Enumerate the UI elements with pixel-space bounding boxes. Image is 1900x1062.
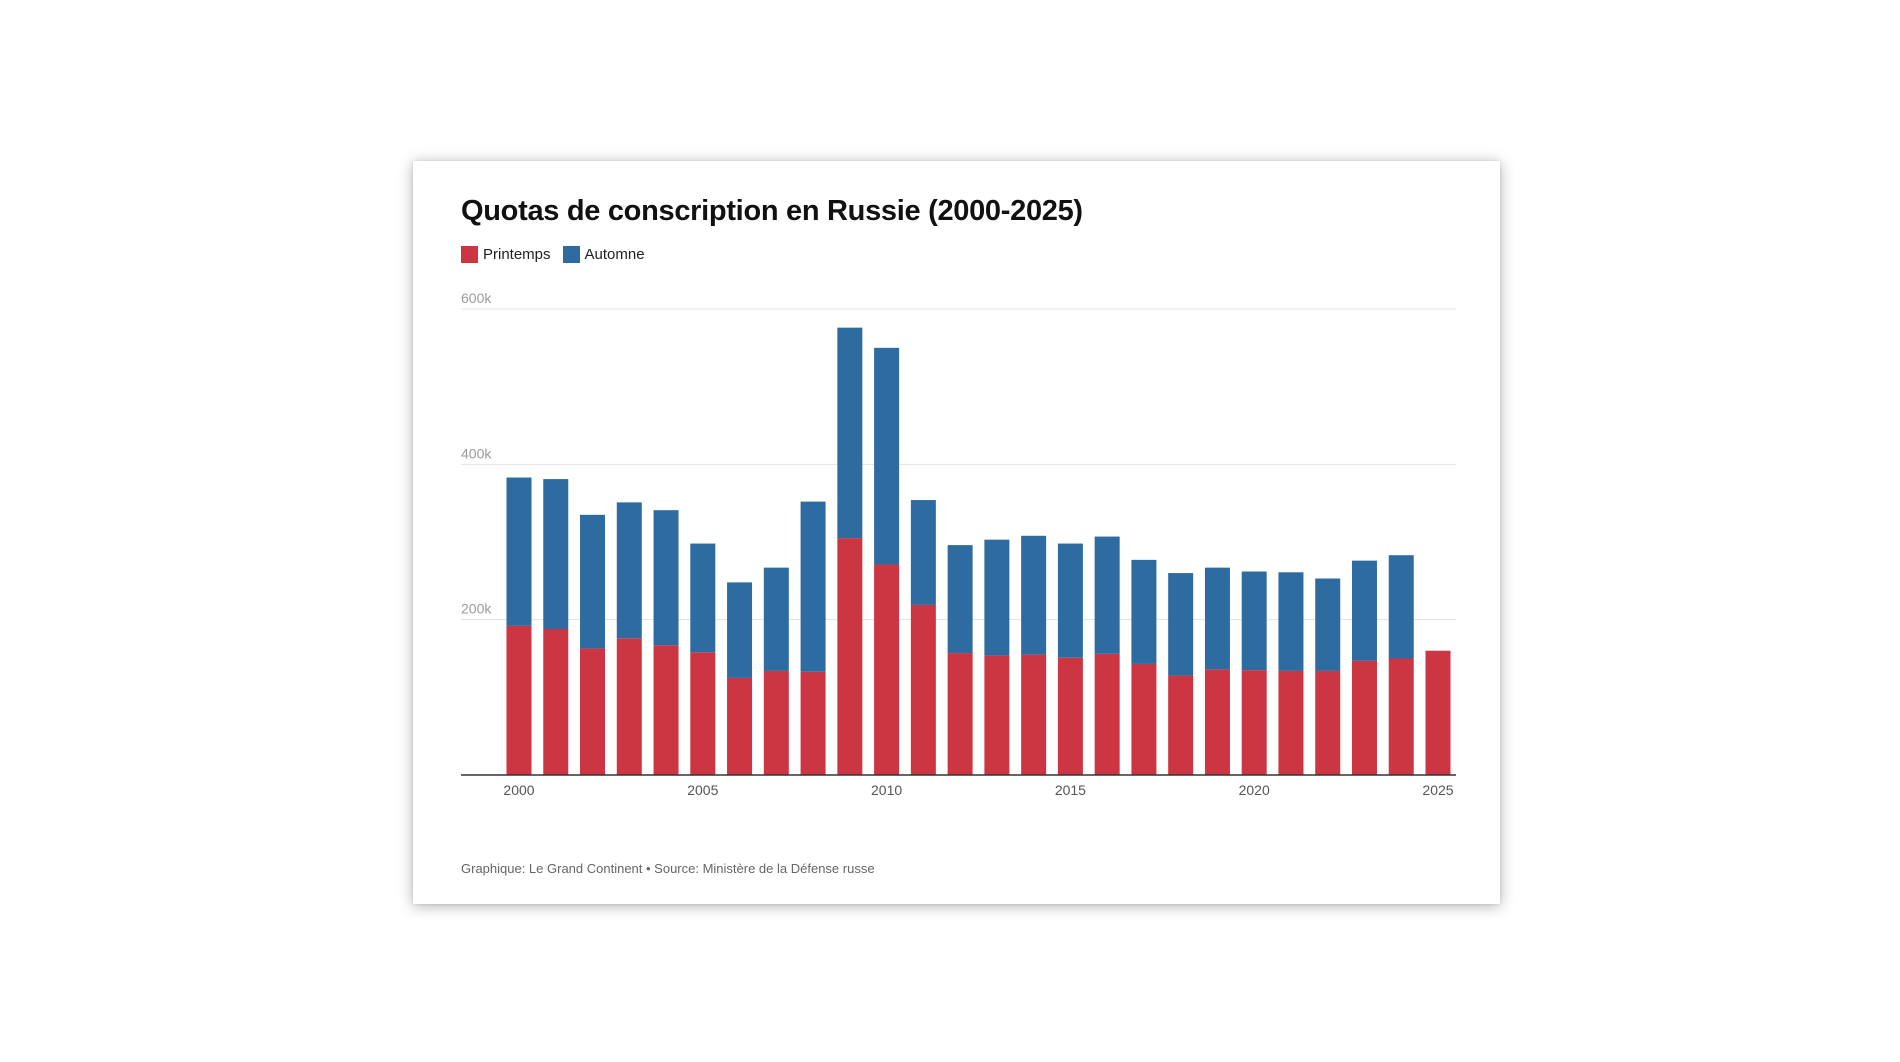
bar-printemps-2023 bbox=[1351, 660, 1377, 775]
bar-automne-2021 bbox=[1278, 572, 1304, 671]
bar-automne-2001 bbox=[543, 479, 569, 629]
x-tick-label-2020: 2020 bbox=[1239, 782, 1270, 798]
bar-automne-2010 bbox=[874, 347, 900, 565]
bar-printemps-2019 bbox=[1204, 669, 1230, 775]
bar-printemps-2006 bbox=[727, 677, 753, 775]
bar-printemps-2005 bbox=[690, 652, 716, 775]
legend-swatch-automne bbox=[562, 246, 580, 263]
bar-printemps-2018 bbox=[1168, 675, 1194, 775]
bar-chart: 200k 400k 600k 2000 2005 2010 2015 2020 2025 bbox=[461, 290, 1456, 798]
bar-printemps-2012 bbox=[947, 653, 973, 775]
bar-automne-2023 bbox=[1351, 560, 1377, 661]
bar-automne-2024 bbox=[1388, 555, 1414, 659]
bar-printemps-2000 bbox=[506, 625, 532, 775]
bar-printemps-2022 bbox=[1315, 670, 1341, 775]
bar-printemps-2002 bbox=[580, 648, 606, 775]
bar-printemps-2021 bbox=[1278, 670, 1304, 775]
bar-printemps-2003 bbox=[616, 638, 642, 775]
legend-swatch-printemps bbox=[461, 246, 478, 263]
bar-printemps-2016 bbox=[1094, 653, 1120, 775]
bar-automne-2019 bbox=[1204, 567, 1230, 670]
bar-automne-2020 bbox=[1241, 571, 1267, 671]
bar-printemps-2004 bbox=[653, 645, 679, 775]
y-tick-label-400k: 400k bbox=[461, 445, 492, 461]
bar-printemps-2015 bbox=[1057, 657, 1083, 775]
bar-printemps-2007 bbox=[763, 670, 789, 775]
bar-automne-2018 bbox=[1168, 573, 1194, 676]
bar-printemps-2024 bbox=[1388, 658, 1414, 775]
chart-card: Quotas de conscription en Russie (2000-2… bbox=[413, 161, 1500, 904]
bar-automne-2005 bbox=[690, 543, 716, 653]
bar-automne-2011 bbox=[910, 500, 936, 605]
x-tick-label-2000: 2000 bbox=[503, 782, 534, 798]
legend-item-automne: Automne bbox=[562, 246, 645, 263]
x-tick-label-2025: 2025 bbox=[1422, 782, 1453, 798]
bar-automne-2013 bbox=[984, 539, 1010, 656]
bar-automne-2022 bbox=[1315, 578, 1341, 671]
y-tick-label-600k: 600k bbox=[461, 290, 492, 306]
bar-automne-2006 bbox=[727, 582, 753, 678]
legend-label-printemps: Printemps bbox=[483, 246, 551, 263]
bar-automne-2004 bbox=[653, 510, 679, 646]
bar-printemps-2001 bbox=[543, 628, 569, 775]
legend-label-automne: Automne bbox=[584, 246, 645, 263]
x-tick-label-2010: 2010 bbox=[871, 782, 902, 798]
axes: 200k 400k 600k 2000 2005 2010 2015 2020 2025 bbox=[461, 290, 1456, 798]
bars bbox=[506, 327, 1451, 775]
bar-printemps-2014 bbox=[1021, 654, 1047, 775]
bar-printemps-2020 bbox=[1241, 670, 1267, 775]
bar-printemps-2009 bbox=[837, 538, 863, 775]
bar-automne-2002 bbox=[580, 514, 606, 649]
source-footer: Graphique: Le Grand Continent • Source: … bbox=[461, 861, 875, 876]
bar-automne-2008 bbox=[800, 501, 826, 672]
legend-item-printemps: Printemps bbox=[461, 246, 551, 263]
bar-printemps-2011 bbox=[910, 604, 936, 775]
bar-automne-2000 bbox=[506, 477, 532, 626]
bar-printemps-2013 bbox=[984, 655, 1010, 775]
bar-printemps-2010 bbox=[874, 564, 900, 775]
y-tick-label-200k: 200k bbox=[461, 601, 492, 617]
bar-automne-2017 bbox=[1131, 559, 1157, 664]
bar-automne-2003 bbox=[616, 502, 642, 639]
legend: Printemps Automne bbox=[461, 246, 657, 263]
bar-automne-2009 bbox=[837, 327, 863, 539]
bar-automne-2007 bbox=[763, 567, 789, 671]
bar-printemps-2017 bbox=[1131, 663, 1157, 775]
bar-automne-2012 bbox=[947, 545, 973, 654]
bar-automne-2014 bbox=[1021, 535, 1047, 655]
bar-printemps-2025 bbox=[1425, 650, 1451, 775]
x-tick-label-2015: 2015 bbox=[1055, 782, 1086, 798]
chart-title: Quotas de conscription en Russie (2000-2… bbox=[461, 195, 1083, 227]
x-tick-label-2005: 2005 bbox=[687, 782, 718, 798]
bar-printemps-2008 bbox=[800, 671, 826, 775]
bar-automne-2015 bbox=[1057, 543, 1083, 658]
bar-automne-2016 bbox=[1094, 536, 1120, 654]
